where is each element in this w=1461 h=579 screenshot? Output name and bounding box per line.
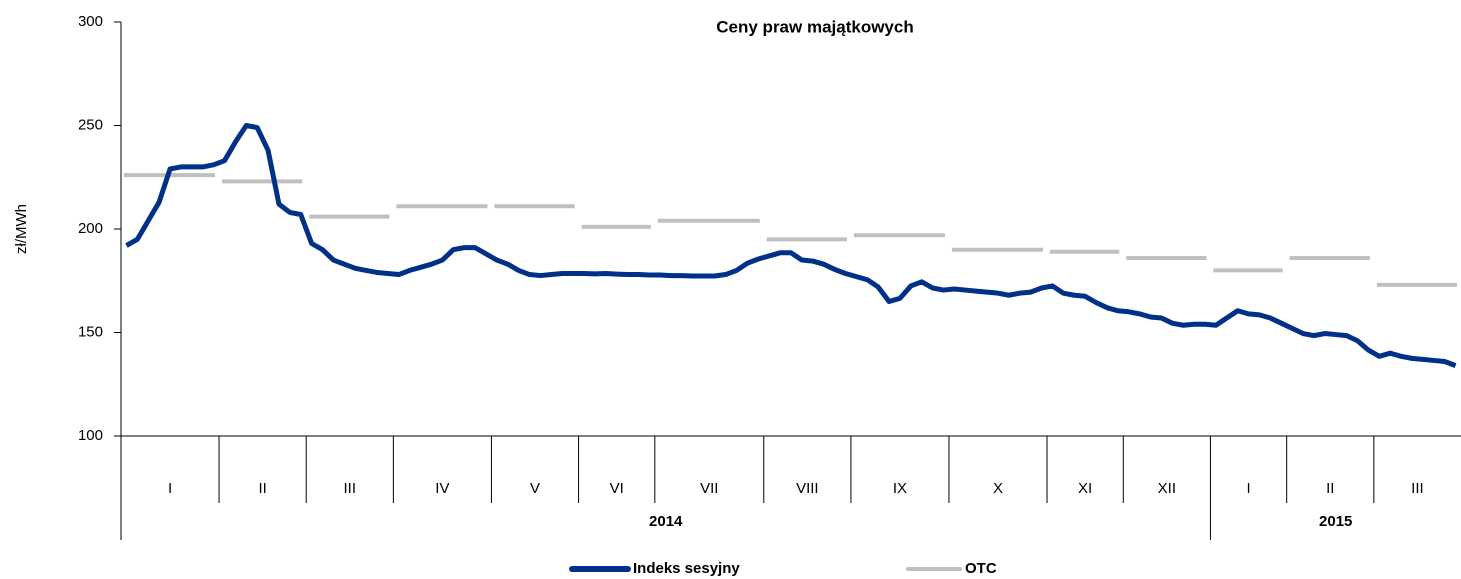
x-tick-label: III [1411,480,1424,497]
x-tick-label: VIII [796,480,819,497]
year-label: 2014 [649,513,683,530]
x-tick-label: II [1326,480,1334,497]
y-axis-label: zł/MWh [13,204,30,254]
x-tick-label: VI [610,480,624,497]
y-tick-label: 300 [78,13,103,30]
x-tick-label: IX [893,480,907,497]
x-tick-label: I [168,480,172,497]
x-tick-label: VII [700,480,718,497]
y-tick-label: 250 [78,116,103,133]
x-tick-label: XI [1078,480,1092,497]
y-tick-label: 150 [78,323,103,340]
x-tick-label: X [993,480,1003,497]
x-tick-label: III [344,480,357,497]
x-tick-label: I [1246,480,1250,497]
y-tick-label: 200 [78,220,103,237]
legend-label: OTC [965,560,997,577]
x-tick-label: IV [435,480,449,497]
line-series [125,123,1457,368]
x-tick-label: II [258,480,266,497]
y-tick-label: 100 [78,427,103,444]
x-tick-label: V [530,480,540,497]
year-label: 2015 [1319,513,1352,530]
legend-label: Indeks sesyjny [633,560,740,577]
x-tick-label: XII [1158,480,1176,497]
chart-title: Ceny praw majątkowych [716,17,913,36]
